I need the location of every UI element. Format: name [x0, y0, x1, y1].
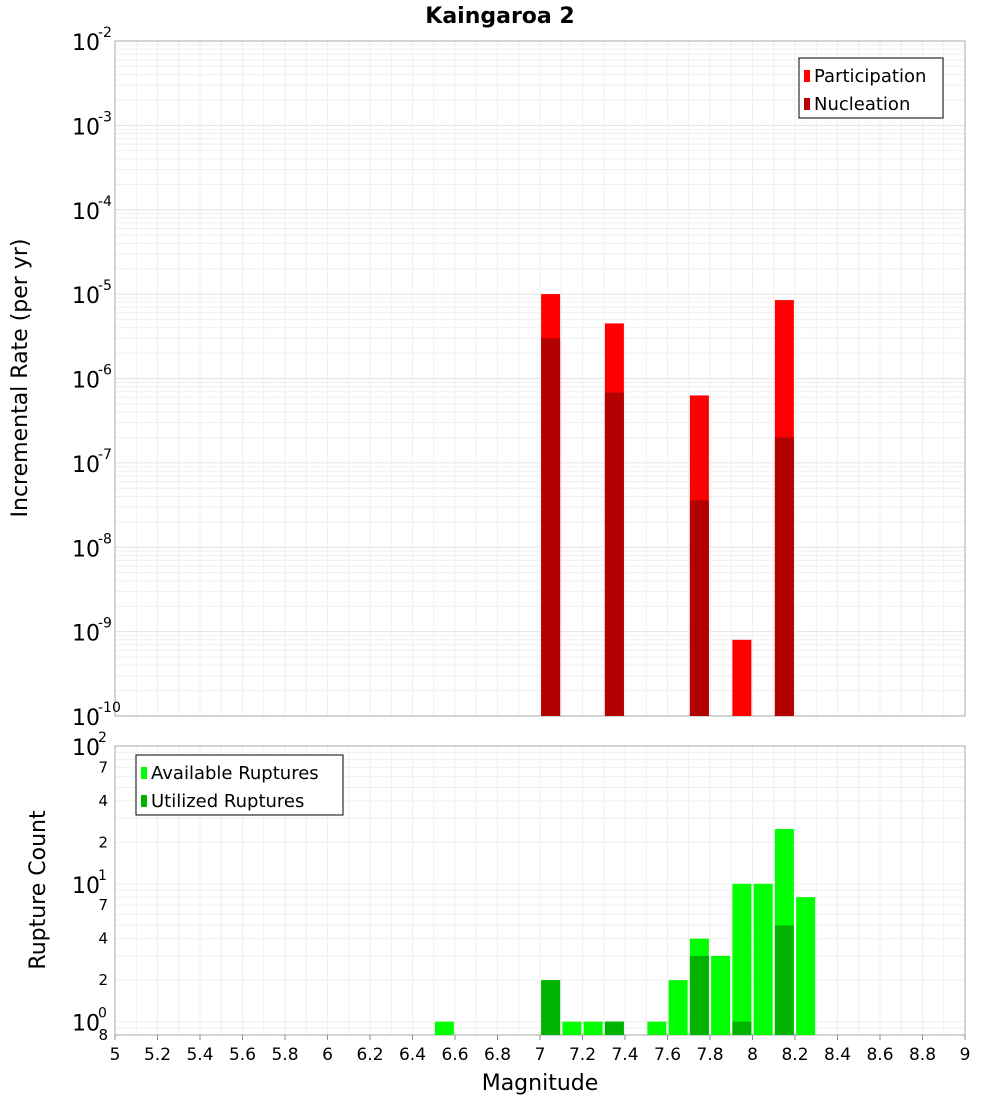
- y-tick-label: 10: [72, 284, 100, 309]
- legend-label: Nucleation: [814, 94, 910, 115]
- y-tick-label: 10: [72, 31, 100, 56]
- x-tick-label: 8.8: [909, 1045, 936, 1065]
- y-tick-exponent: 0: [98, 1006, 107, 1022]
- top-bars: [541, 294, 794, 716]
- bar-available-ruptures: [434, 1021, 454, 1035]
- y-tick-exponent: -7: [98, 447, 112, 463]
- x-tick-label: 6: [322, 1045, 333, 1065]
- y-tick-label: 10: [72, 115, 100, 140]
- bar-available-ruptures: [583, 1021, 603, 1035]
- y-tick-label: 10: [72, 736, 100, 761]
- y-tick-label: 10: [72, 1012, 100, 1037]
- bar-utilized-ruptures: [689, 955, 709, 1035]
- bar-available-ruptures: [753, 883, 773, 1035]
- bar-available-ruptures: [562, 1021, 582, 1035]
- bar-available-ruptures: [796, 897, 816, 1035]
- x-tick-label: 6.4: [399, 1045, 426, 1065]
- y-tick-label: 10: [72, 706, 100, 731]
- y-tick-exponent: -4: [98, 194, 112, 210]
- y-tick-exponent: -10: [98, 700, 121, 716]
- x-tick-label: 7.6: [654, 1045, 681, 1065]
- legend-swatch: [141, 767, 147, 779]
- bottom-bars: [434, 828, 816, 1035]
- y-tick-label: 7: [98, 758, 108, 776]
- x-tick-label: 7.2: [569, 1045, 596, 1065]
- x-axis-label: Magnitude: [482, 1071, 599, 1096]
- legend-label: Utilized Ruptures: [151, 791, 304, 812]
- bottom-legend: Available Ruptures Utilized Ruptures: [135, 754, 344, 816]
- legend-box: [798, 57, 944, 119]
- x-tick-label: 5.4: [186, 1045, 213, 1065]
- bar-utilized-ruptures: [732, 1021, 752, 1035]
- x-ticks: 5 5.2 5.4 5.6 5.8 6 6.2 6.4 6.6 6.8 7 7.2 7.4 7.6 7.8 8…: [110, 1035, 971, 1065]
- bar-available-ruptures: [711, 955, 731, 1035]
- x-tick-label: 8.4: [824, 1045, 851, 1065]
- legend-box: [135, 754, 344, 816]
- top-y-axis-label: Incremental Rate (per yr): [8, 239, 33, 518]
- legend-swatch: [804, 70, 810, 82]
- y-tick-label: 2: [98, 833, 108, 851]
- y-tick-label: 4: [98, 930, 108, 948]
- bar-nucleation: [541, 338, 561, 716]
- top-plot-frame: [114, 40, 966, 717]
- x-tick-label: 8.6: [866, 1045, 893, 1065]
- x-tick-label: 8: [747, 1045, 758, 1065]
- y-tick-exponent: -9: [98, 616, 112, 632]
- bar-nucleation: [604, 392, 624, 716]
- y-tick-exponent: -6: [98, 363, 112, 379]
- x-tick-label: 5: [110, 1045, 121, 1065]
- chart-title: Kaingaroa 2: [425, 4, 574, 29]
- x-tick-label: 6.2: [356, 1045, 383, 1065]
- x-tick-label: 8.2: [781, 1045, 808, 1065]
- y-tick-label: 7: [98, 896, 108, 914]
- bar-participation: [732, 639, 752, 716]
- x-tick-label: 7: [535, 1045, 546, 1065]
- legend-label: Participation: [814, 66, 926, 87]
- x-tick-label: 6.8: [484, 1045, 511, 1065]
- top-y-ticks: 10-210-310-410-510-610-710-810-910-10: [72, 25, 121, 731]
- top-grid: [114, 41, 966, 717]
- y-tick-label: 2: [98, 971, 108, 989]
- bar-utilized-ruptures: [774, 925, 794, 1035]
- y-tick-exponent: 1: [98, 868, 107, 884]
- y-tick-label: 10: [72, 369, 100, 394]
- x-tick-label: 7.8: [696, 1045, 723, 1065]
- y-tick-label: 10: [72, 537, 100, 562]
- y-tick-exponent: -8: [98, 531, 112, 547]
- x-tick-label: 9: [960, 1045, 971, 1065]
- y-tick-label: 10: [72, 874, 100, 899]
- bar-nucleation: [774, 437, 794, 716]
- x-tick-label: 7.4: [611, 1045, 638, 1065]
- legend-swatch: [804, 98, 810, 110]
- y-tick-label: 10: [72, 453, 100, 478]
- legend-label: Available Ruptures: [151, 763, 319, 784]
- y-tick-label: 4: [98, 792, 108, 810]
- bar-nucleation: [689, 500, 709, 716]
- legend-swatch: [141, 795, 147, 807]
- x-tick-label: 5.2: [144, 1045, 171, 1065]
- bottom-y-axis-label: Rupture Count: [26, 810, 51, 970]
- bar-available-ruptures: [647, 1021, 667, 1035]
- y-tick-label: 10: [72, 622, 100, 647]
- y-tick-exponent: -3: [98, 109, 112, 125]
- top-legend: Participation Nucleation: [798, 57, 944, 119]
- x-tick-label: 5.8: [271, 1045, 298, 1065]
- bar-utilized-ruptures: [541, 980, 561, 1035]
- bar-available-ruptures: [668, 980, 688, 1035]
- y-tick-label: 10: [72, 200, 100, 225]
- y-tick-label: 8: [98, 1026, 108, 1044]
- bar-available-ruptures: [732, 883, 752, 1035]
- y-tick-exponent: -2: [98, 25, 112, 41]
- bar-utilized-ruptures: [604, 1021, 624, 1035]
- x-tick-label: 6.6: [441, 1045, 468, 1065]
- y-tick-exponent: -5: [98, 278, 112, 294]
- x-tick-label: 5.6: [229, 1045, 256, 1065]
- y-tick-exponent: 2: [98, 730, 107, 746]
